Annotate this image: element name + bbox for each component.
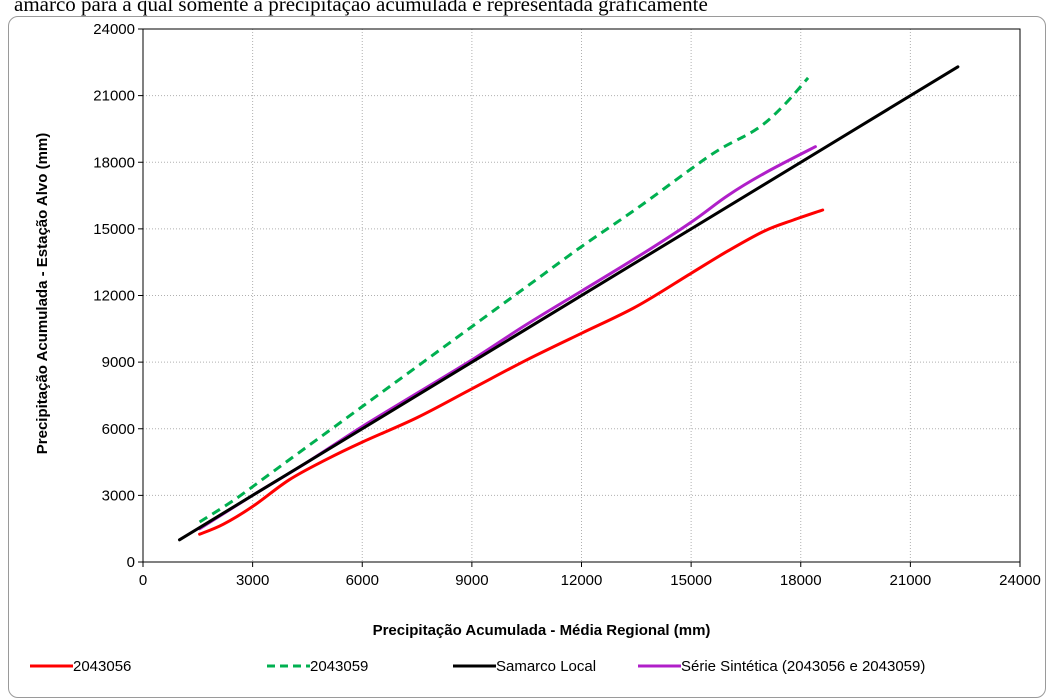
legend-label-1: 2043059 [310, 658, 368, 675]
series-line-0 [198, 208, 825, 536]
x-tick-label: 24000 [999, 572, 1041, 589]
y-tick-label: 21000 [93, 88, 135, 105]
y-tick-label: 9000 [102, 354, 135, 371]
x-tick-label: 0 [139, 572, 147, 589]
x-tick-label: 15000 [670, 572, 712, 589]
y-tick-label: 24000 [93, 21, 135, 38]
x-tick-label: 18000 [780, 572, 822, 589]
series-line-1 [198, 76, 810, 524]
legend-label-3: Série Sintética (2043056 e 2043059) [681, 658, 925, 675]
y-tick-label: 6000 [102, 421, 135, 438]
y-tick-label: 15000 [93, 221, 135, 238]
chart-frame [8, 16, 1046, 698]
page-heading-text: amarco para a qual somente a precipitaçã… [14, 0, 708, 16]
x-tick-label: 9000 [455, 572, 488, 589]
x-tick-label: 3000 [236, 572, 269, 589]
x-tick-label: 12000 [561, 572, 603, 589]
x-tick-label: 21000 [890, 572, 932, 589]
y-tick-label: 18000 [93, 154, 135, 171]
series-lines [178, 65, 960, 542]
y-axis-title: Precipitação Acumulada - Estação Alvo (m… [34, 133, 51, 454]
legend-label-2: Samarco Local [496, 658, 596, 675]
tick-labels: 0 3000 6000 9000 12000 15000 18000 21000 24000 0 3… [93, 21, 1041, 589]
legend: 2043056 2043059 Samarco Local Série Sintéti… [30, 658, 925, 675]
y-tick-label: 0 [127, 554, 135, 571]
grid-lines [138, 28, 1021, 567]
x-axis-title: Precipitação Acumulada - Média Regional … [373, 622, 711, 639]
plot-area-border [142, 28, 1021, 563]
legend-label-0: 2043056 [73, 658, 131, 675]
x-tick-label: 6000 [346, 572, 379, 589]
series-line-2 [178, 65, 960, 542]
y-tick-label: 12000 [93, 288, 135, 305]
y-tick-label: 3000 [102, 487, 135, 504]
